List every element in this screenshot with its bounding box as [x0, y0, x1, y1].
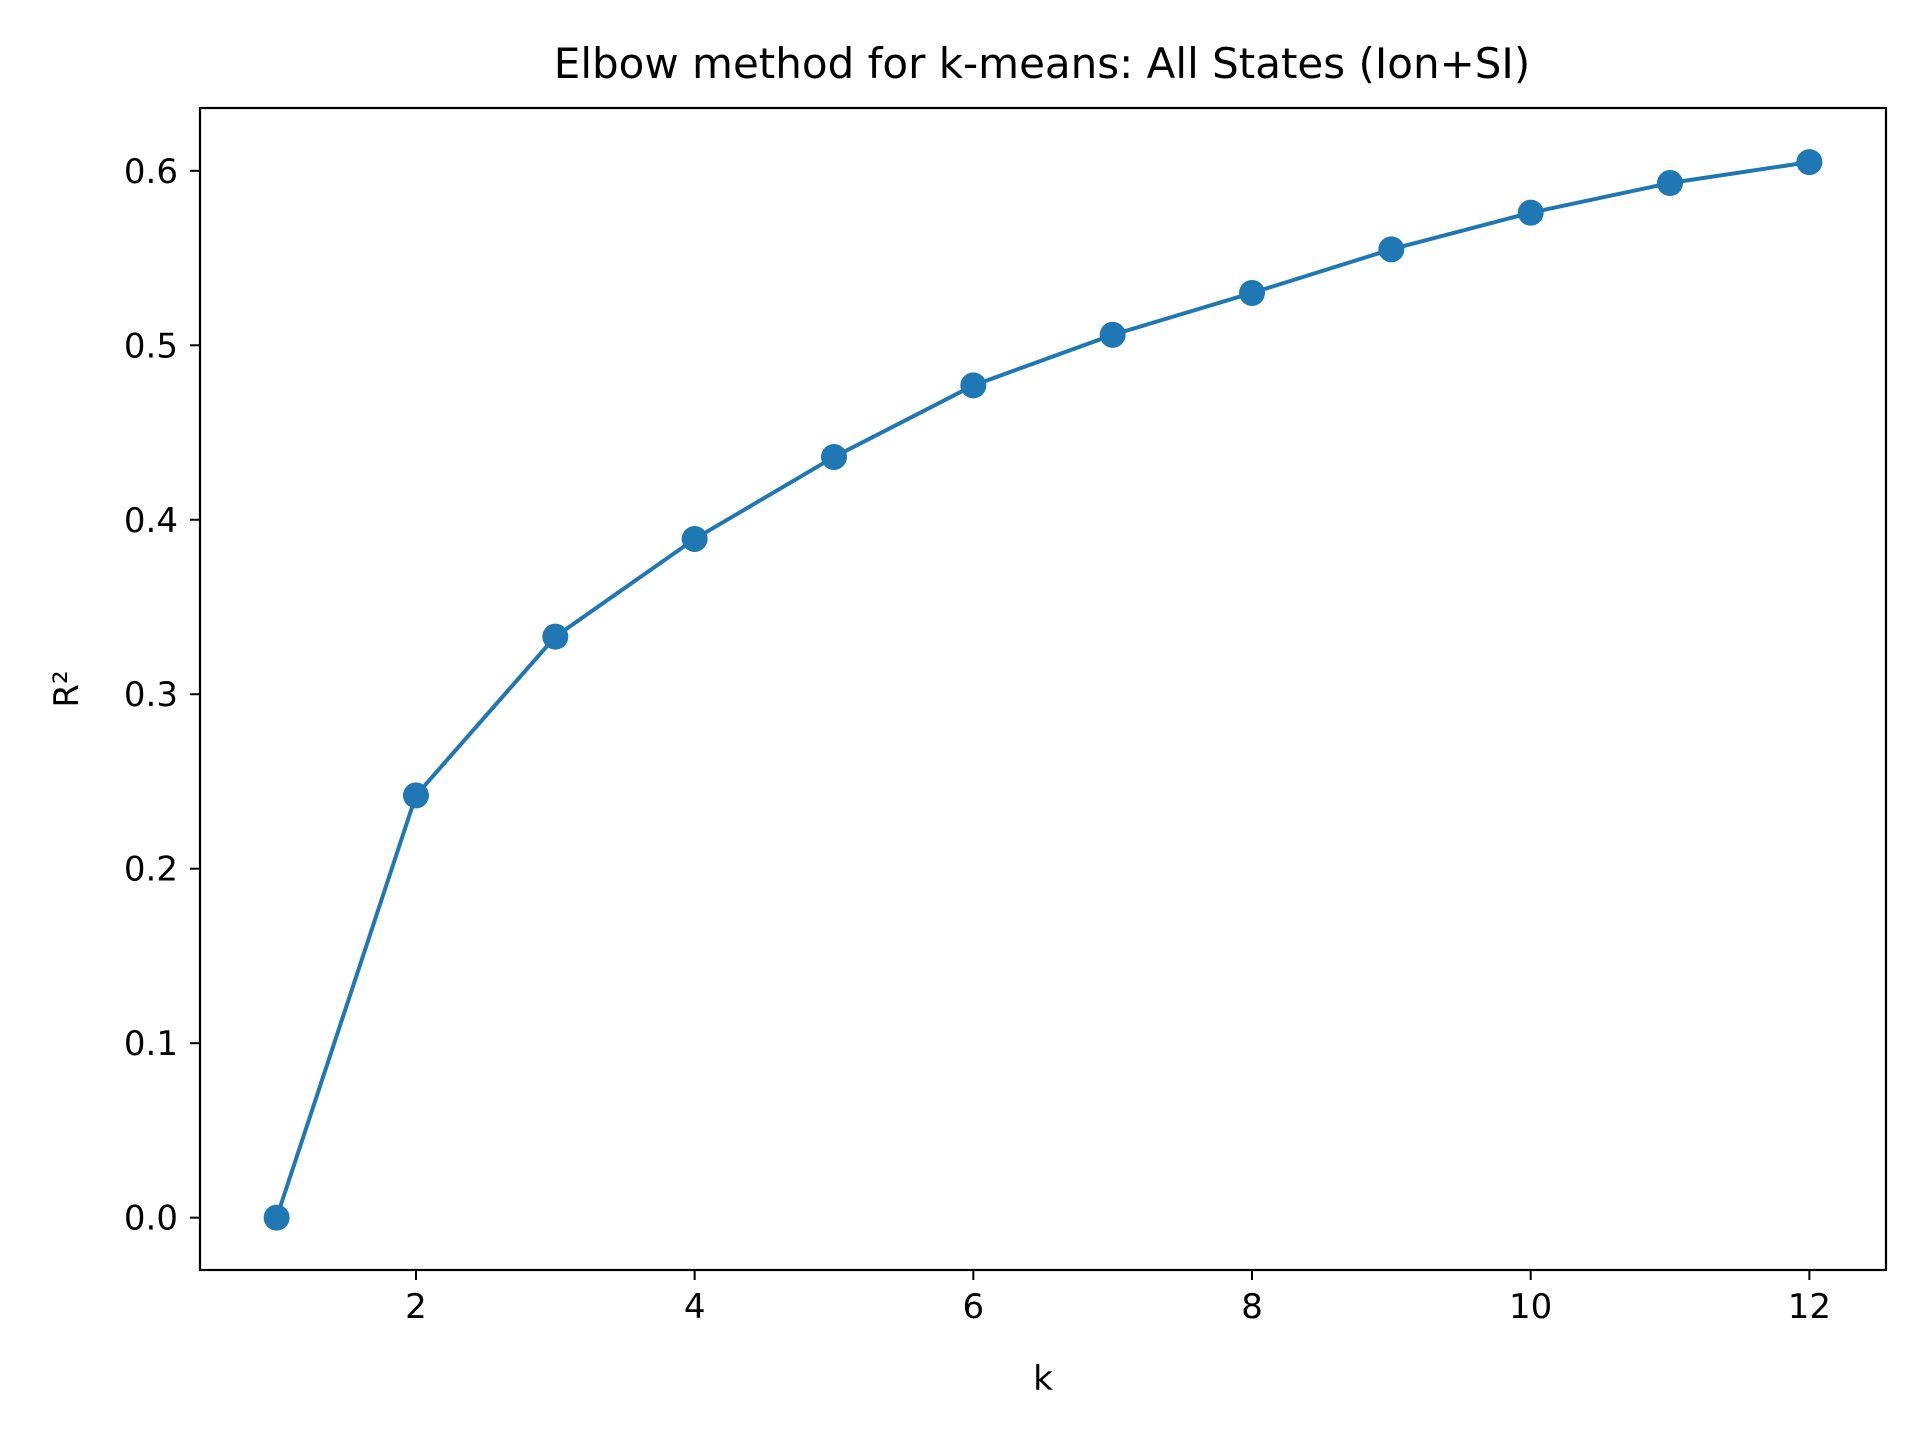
x-axis-label: k — [1033, 1359, 1053, 1399]
x-tick-label: 8 — [1241, 1287, 1263, 1327]
plot-frame — [198, 106, 1888, 1272]
y-tick-label: 0.3 — [124, 675, 178, 715]
data-point — [1239, 279, 1266, 306]
series-layer — [263, 149, 1823, 1231]
data-point — [1517, 199, 1544, 226]
data-point — [263, 1204, 290, 1231]
data-point — [681, 525, 708, 552]
chart-title: Elbow method for k-means: All States (Io… — [554, 39, 1530, 88]
x-tick-label: 12 — [1788, 1287, 1831, 1327]
data-point — [1378, 236, 1405, 263]
data-point — [402, 782, 429, 809]
y-tick-label: 0.4 — [124, 501, 178, 541]
x-tick-label: 10 — [1509, 1287, 1552, 1327]
plot-area — [198, 106, 1888, 1272]
series-line — [274, 160, 1812, 1220]
x-axis: 2 4 6 8 10 12 — [405, 1270, 1831, 1327]
y-axis: 0.0 0.1 0.2 0.3 0.4 0.5 0.6 — [124, 152, 200, 1239]
data-point — [1657, 170, 1684, 197]
y-tick-label: 0.6 — [124, 152, 178, 192]
data-point — [960, 372, 987, 399]
x-tick-label: 6 — [963, 1287, 985, 1327]
data-point — [820, 443, 847, 470]
y-tick-label: 0.5 — [124, 326, 178, 366]
data-point — [1099, 321, 1126, 348]
y-tick-label: 0.1 — [124, 1024, 178, 1064]
y-tick-label: 0.0 — [124, 1199, 178, 1239]
x-tick-label: 4 — [684, 1287, 706, 1327]
y-tick-label: 0.2 — [124, 850, 178, 890]
data-point — [1796, 149, 1823, 176]
y-axis-label: R² — [47, 670, 87, 707]
x-tick-label: 2 — [405, 1287, 427, 1327]
data-point — [542, 623, 569, 650]
